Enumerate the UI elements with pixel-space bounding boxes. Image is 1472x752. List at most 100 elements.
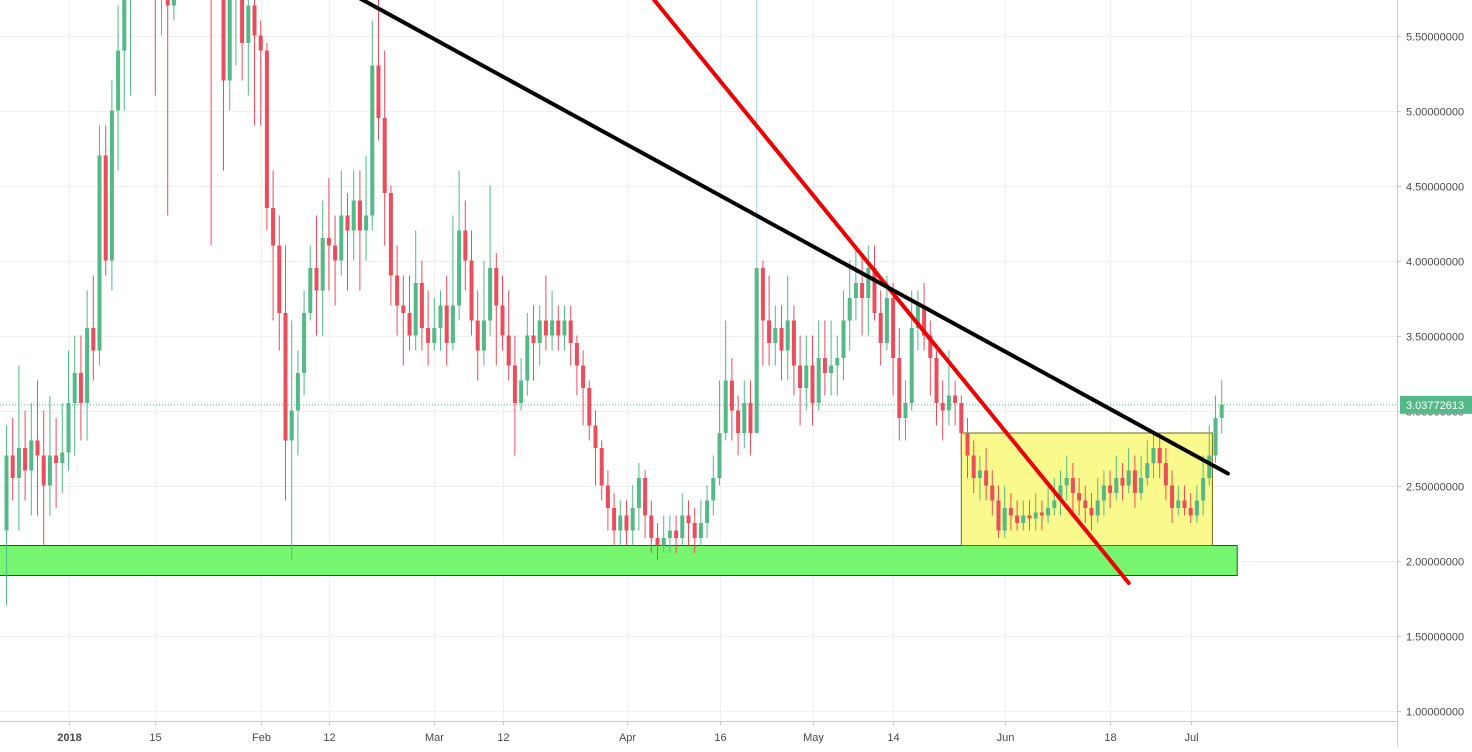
candles <box>0 0 1397 606</box>
y-tick-label: 1.00000000 <box>1406 707 1464 719</box>
x-tick-label: 15 <box>149 732 161 744</box>
x-tick-label: Mar <box>425 732 444 744</box>
y-tick-label: 5.00000000 <box>1406 107 1464 119</box>
candle-body <box>221 0 226 81</box>
candle-body <box>599 448 604 486</box>
candle-body <box>320 238 325 291</box>
candle-body <box>60 452 65 463</box>
candle-body <box>171 0 176 6</box>
candle-body <box>791 320 796 366</box>
candle-body <box>481 320 486 351</box>
candle-body <box>829 365 834 373</box>
y-tick-label: 1.50000000 <box>1406 632 1464 644</box>
candle-body <box>1188 508 1193 516</box>
candle-body <box>252 5 257 36</box>
candle-body <box>748 403 753 433</box>
y-tick-label: 4.50000000 <box>1406 182 1464 194</box>
candle-body <box>1114 478 1119 493</box>
candle-body <box>364 215 369 231</box>
candle-body <box>1002 508 1007 531</box>
candle-body <box>289 410 294 441</box>
candle-body <box>822 358 827 373</box>
candle-body <box>1163 463 1168 486</box>
candle-body <box>1126 470 1131 486</box>
candle-body <box>884 298 889 343</box>
x-tick-label: 18 <box>1104 732 1116 744</box>
candle-body <box>934 358 939 403</box>
candle-body <box>463 230 468 261</box>
current-price-text: 3.03772613 <box>1406 400 1464 412</box>
candle-body <box>333 245 338 261</box>
candle-body <box>388 193 393 276</box>
candle-body <box>853 283 858 298</box>
candle-body <box>990 485 995 501</box>
candle-body <box>302 313 307 373</box>
candle-body <box>692 523 697 538</box>
candle-body <box>959 403 964 433</box>
candle-body <box>525 335 530 381</box>
candle-body <box>928 335 933 358</box>
candle-body <box>946 395 951 411</box>
candle-body <box>1194 500 1199 516</box>
candle-body <box>612 508 617 531</box>
x-tick-label: Apr <box>619 732 636 744</box>
candle-body <box>1015 515 1020 523</box>
candle-body <box>1145 463 1150 478</box>
candle-body <box>897 358 902 418</box>
x-tick-label: 12 <box>323 732 335 744</box>
candle-body <box>407 313 412 336</box>
grid <box>0 0 1397 721</box>
candle-body <box>308 268 313 313</box>
candle-body <box>568 320 573 343</box>
candle-body <box>264 50 269 208</box>
candle-body <box>419 283 424 328</box>
candle-body <box>953 395 958 403</box>
y-tick-label: 5.50000000 <box>1406 32 1464 44</box>
y-tick-label: 2.00000000 <box>1406 557 1464 569</box>
candle-body <box>1095 500 1100 516</box>
candle-body <box>512 365 517 403</box>
candle-body <box>798 365 803 388</box>
candle-body <box>351 200 356 231</box>
candle-body <box>432 328 437 343</box>
candle-body <box>426 328 431 343</box>
candle-body <box>729 380 734 411</box>
candle-body <box>1108 485 1113 493</box>
candle-body <box>326 238 331 246</box>
candle-body <box>506 335 511 366</box>
candle-body <box>630 508 635 531</box>
candle-body <box>1070 478 1075 493</box>
candle-body <box>357 200 362 231</box>
candle-body <box>438 305 443 328</box>
candle-body <box>1132 470 1137 493</box>
candle-body <box>444 305 449 343</box>
candle-body <box>370 65 375 216</box>
candle-body <box>543 320 548 336</box>
candle-body <box>1120 478 1125 486</box>
candle-body <box>903 403 908 418</box>
candle-body <box>841 320 846 358</box>
candle-body <box>1046 508 1051 516</box>
candle-body <box>4 455 9 531</box>
candle-body <box>376 65 381 118</box>
x-tick-label: 2018 <box>57 732 81 744</box>
candle-body <box>23 448 28 471</box>
candle-body <box>816 358 821 403</box>
candle-body <box>519 380 524 403</box>
candle-body <box>10 455 15 478</box>
candle-body <box>984 470 989 486</box>
candle-body <box>469 260 474 321</box>
candle-body <box>41 455 46 486</box>
candle-body <box>488 268 493 321</box>
candle-body <box>1083 500 1088 508</box>
candle-body <box>258 35 263 51</box>
candle-body <box>1033 512 1038 519</box>
candle-body <box>1089 508 1094 516</box>
candle-body <box>97 155 102 351</box>
candle-body <box>1213 418 1218 456</box>
candle-body <box>450 305 455 343</box>
candle-body <box>72 373 77 403</box>
candle-body <box>1170 485 1175 508</box>
